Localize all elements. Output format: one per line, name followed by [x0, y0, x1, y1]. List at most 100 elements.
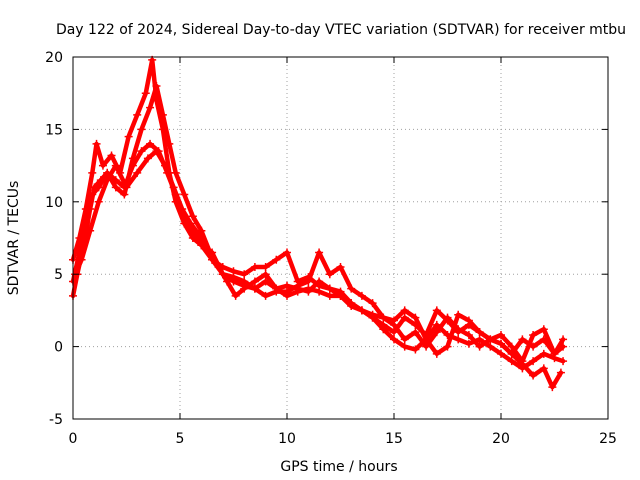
data-point — [92, 139, 101, 148]
data-point — [186, 219, 195, 228]
data-point — [137, 147, 146, 156]
data-point — [133, 168, 142, 177]
data-point — [411, 313, 420, 322]
x-tick-label: 15 — [385, 431, 403, 447]
data-point — [539, 325, 548, 334]
data-point — [325, 291, 334, 300]
data-point — [529, 371, 538, 380]
data-point — [315, 248, 324, 257]
data-point — [357, 306, 366, 315]
data-point — [432, 328, 441, 337]
y-tick-label: -5 — [49, 412, 63, 428]
data-point — [464, 316, 473, 325]
data-point — [158, 110, 167, 119]
data-point — [88, 168, 97, 177]
series-satellite-track-4 — [71, 147, 568, 366]
data-point — [411, 328, 420, 337]
data-point — [122, 183, 131, 192]
x-axis-label: GPS time / hours — [280, 459, 397, 475]
y-axis-label: SDTVAR / TECUs — [6, 181, 22, 296]
data-point — [325, 270, 334, 279]
series-line — [70, 57, 566, 357]
data-point — [293, 281, 302, 290]
data-point — [133, 110, 142, 119]
data-point — [443, 342, 452, 351]
data-point — [143, 154, 152, 163]
data-point — [146, 103, 155, 112]
data-point — [325, 284, 334, 293]
data-point — [539, 364, 548, 373]
data-point — [379, 325, 388, 334]
data-point — [336, 262, 345, 271]
data-point — [208, 255, 217, 264]
data-point — [197, 234, 206, 242]
data-point — [94, 197, 103, 206]
data-point — [529, 357, 538, 366]
y-tick-label: 15 — [45, 122, 63, 138]
data-point — [103, 176, 112, 185]
data-point — [120, 190, 129, 199]
data-point — [475, 335, 484, 344]
data-point — [400, 313, 409, 322]
data-point — [250, 262, 259, 271]
data-point — [86, 205, 95, 214]
data-point — [240, 281, 249, 290]
data-point — [315, 287, 324, 296]
data-point — [507, 342, 516, 351]
data-point — [261, 270, 270, 279]
data-point — [379, 313, 388, 322]
data-point — [556, 368, 565, 377]
data-point — [486, 342, 495, 351]
data-point — [507, 357, 516, 366]
data-series-layer — [69, 55, 568, 392]
data-point — [518, 335, 527, 344]
data-point — [250, 284, 259, 293]
data-point — [111, 161, 120, 170]
data-point — [231, 291, 240, 300]
data-point — [141, 89, 150, 98]
data-point — [432, 349, 441, 358]
data-point — [497, 339, 505, 348]
series-satellite-track-1 — [69, 55, 568, 358]
y-tick-label: 20 — [45, 50, 63, 66]
data-point — [390, 316, 398, 325]
data-point — [315, 277, 324, 286]
data-point — [178, 205, 187, 214]
data-point — [559, 342, 568, 351]
data-point — [169, 183, 178, 192]
data-point — [250, 277, 259, 286]
data-point — [188, 212, 197, 221]
data-point — [497, 349, 505, 358]
chart-title: Day 122 of 2024, Sidereal Day-to-day VTE… — [56, 22, 626, 38]
data-point — [111, 183, 120, 192]
data-point — [497, 331, 505, 340]
data-point — [550, 349, 559, 358]
data-point — [336, 291, 345, 300]
data-point — [400, 306, 409, 315]
y-tick-label: 5 — [54, 267, 63, 283]
data-point — [368, 299, 377, 308]
data-point — [180, 190, 189, 199]
series-line — [70, 83, 564, 390]
data-point — [559, 335, 568, 344]
data-point — [146, 139, 155, 148]
x-tick-label: 10 — [278, 431, 296, 447]
x-tick-label: 5 — [176, 431, 185, 447]
data-point — [357, 291, 366, 300]
data-point — [165, 139, 174, 148]
data-point — [304, 277, 313, 286]
data-point — [77, 255, 86, 264]
data-point — [400, 335, 409, 344]
data-point — [347, 299, 356, 308]
data-point — [107, 151, 116, 160]
data-point — [229, 277, 238, 286]
data-point — [283, 248, 291, 257]
data-point — [454, 335, 463, 344]
data-point — [304, 284, 313, 293]
data-point — [400, 342, 409, 351]
data-point — [86, 226, 95, 235]
data-point — [422, 335, 431, 344]
data-point — [152, 147, 161, 156]
data-point — [128, 154, 137, 163]
